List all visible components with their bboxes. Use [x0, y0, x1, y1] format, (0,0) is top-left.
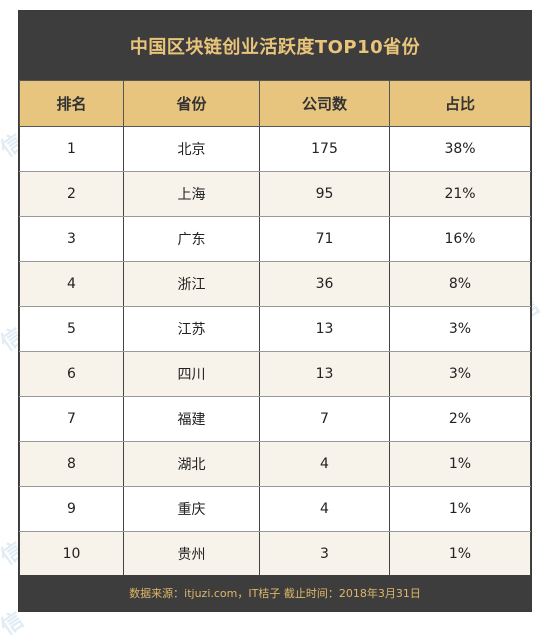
- table-row: 8 湖北 4 1%: [19, 441, 531, 487]
- table-cell: 13: [259, 351, 390, 397]
- table-cell: 2%: [389, 396, 531, 442]
- table-cell: 浙江: [123, 261, 260, 307]
- table-cell: 7: [19, 396, 124, 442]
- table-cell: 95: [259, 171, 390, 217]
- table-cell: 38%: [389, 126, 531, 172]
- table-cell: 4: [259, 486, 390, 532]
- ranking-table: 排名 省份 公司数 占比 1 北京 175 38% 2 上海 95 21% 3 广东 71 16% 4 浙江 36…: [19, 80, 531, 577]
- column-header: 公司数: [259, 80, 390, 127]
- table-row: 7 福建 7 2%: [19, 396, 531, 442]
- table-cell: 湖北: [123, 441, 260, 487]
- table-cell: 1: [19, 126, 124, 172]
- table-cell: 13: [259, 306, 390, 352]
- table-cell: 3: [19, 216, 124, 262]
- table-cell: 3: [259, 531, 390, 577]
- table-row: 9 重庆 4 1%: [19, 486, 531, 532]
- table-cell: 175: [259, 126, 390, 172]
- table-cell: 4: [19, 261, 124, 307]
- table-cell: 广东: [123, 216, 260, 262]
- table-cell: 北京: [123, 126, 260, 172]
- table-cell: 10: [19, 531, 124, 577]
- table-row: 2 上海 95 21%: [19, 171, 531, 217]
- table-row: 5 江苏 13 3%: [19, 306, 531, 352]
- table-row: 6 四川 13 3%: [19, 351, 531, 397]
- source-footer: 数据来源：itjuzi.com，IT桔子 截止时间：2018年3月31日: [19, 575, 531, 611]
- table-cell: 9: [19, 486, 124, 532]
- table-row: 4 浙江 36 8%: [19, 261, 531, 307]
- table-cell: 21%: [389, 171, 531, 217]
- table-cell: 8: [19, 441, 124, 487]
- table-cell: 1%: [389, 441, 531, 487]
- column-header: 占比: [389, 80, 531, 127]
- table-cell: 4: [259, 441, 390, 487]
- table-cell: 8%: [389, 261, 531, 307]
- table-cell: 1%: [389, 531, 531, 577]
- table-cell: 3%: [389, 351, 531, 397]
- table-cell: 16%: [389, 216, 531, 262]
- table-cell: 四川: [123, 351, 260, 397]
- table-body: 1 北京 175 38% 2 上海 95 21% 3 广东 71 16% 4 浙江 36 8% 5 江苏 13 3% 6…: [19, 126, 531, 577]
- table-cell: 6: [19, 351, 124, 397]
- table-cell: 江苏: [123, 306, 260, 352]
- table-title: 中国区块链创业活跃度TOP10省份: [19, 11, 531, 80]
- table-cell: 3%: [389, 306, 531, 352]
- table-row: 1 北京 175 38%: [19, 126, 531, 172]
- column-header: 排名: [19, 80, 124, 127]
- table-row: 10 贵州 3 1%: [19, 531, 531, 577]
- table-header-row: 排名 省份 公司数 占比: [19, 80, 531, 127]
- table-cell: 5: [19, 306, 124, 352]
- table-cell: 71: [259, 216, 390, 262]
- column-header: 省份: [123, 80, 260, 127]
- table-row: 3 广东 71 16%: [19, 216, 531, 262]
- table-card: 中国区块链创业活跃度TOP10省份 排名 省份 公司数 占比 1 北京 175 38% 2 上海…: [18, 10, 532, 612]
- table-cell: 2: [19, 171, 124, 217]
- table-cell: 1%: [389, 486, 531, 532]
- table-cell: 7: [259, 396, 390, 442]
- table-cell: 贵州: [123, 531, 260, 577]
- table-cell: 36: [259, 261, 390, 307]
- table-cell: 福建: [123, 396, 260, 442]
- table-cell: 重庆: [123, 486, 260, 532]
- table-cell: 上海: [123, 171, 260, 217]
